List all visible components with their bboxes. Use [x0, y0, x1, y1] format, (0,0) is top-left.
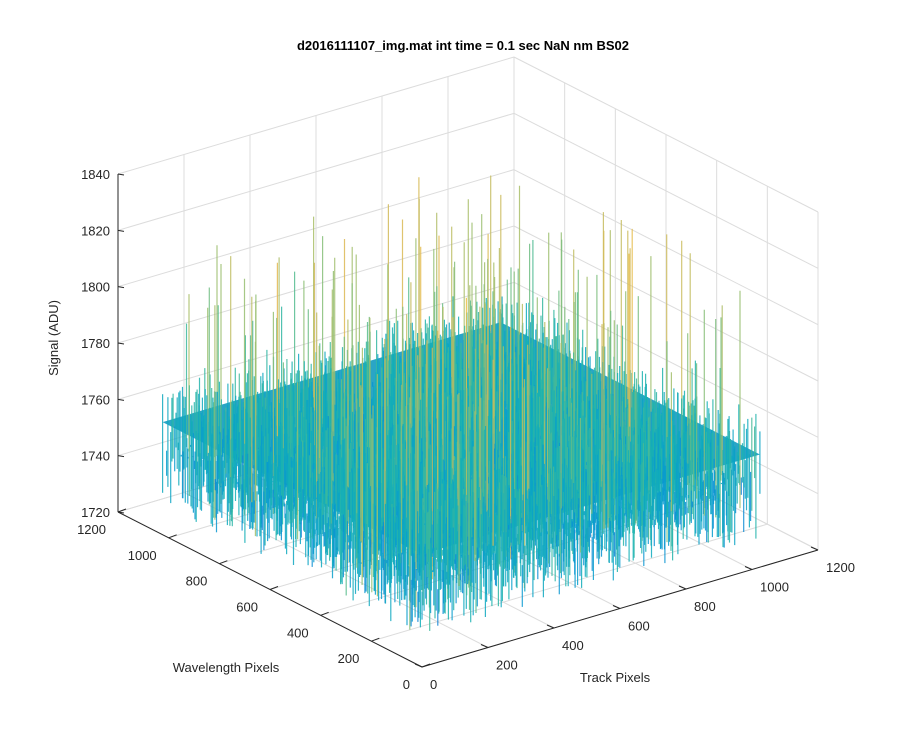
- y-tick-mark: [269, 586, 279, 590]
- z-axis-ticks: 1720 1740 1760 1780 1800 1820 1840: [81, 167, 125, 520]
- z-axis-label: Signal (ADU): [46, 300, 61, 376]
- x-tick-label: 1200: [826, 560, 855, 575]
- wall-grid-line: [513, 56, 819, 213]
- x-tick-label: 200: [496, 658, 518, 673]
- y-tick-mark: [219, 560, 228, 565]
- x-tick-mark: [480, 644, 489, 648]
- z-tick-mark: [117, 173, 125, 176]
- y-tick-mark: [421, 663, 431, 668]
- x-tick-mark: [810, 546, 819, 551]
- z-tick-label: 1740: [81, 449, 110, 464]
- x-tick-label: 1000: [760, 580, 789, 595]
- surface-data: [162, 175, 761, 631]
- y-tick-label: 0: [403, 677, 410, 692]
- z-tick-label: 1780: [81, 336, 110, 351]
- wall-grid-line: [117, 281, 515, 400]
- y-tick-label: 400: [287, 625, 309, 640]
- y-tick-label: 1200: [77, 522, 106, 537]
- x-tick-mark: [612, 605, 621, 609]
- y-tick-label: 800: [186, 574, 208, 589]
- y-tick-mark: [117, 508, 127, 513]
- y-tick-mark: [371, 637, 380, 642]
- x-tick-label: 0: [430, 677, 437, 692]
- z-tick-mark: [117, 511, 125, 514]
- x-axis-label: Track Pixels: [580, 670, 651, 685]
- wall-grid-line: [513, 112, 819, 269]
- z-tick-label: 1760: [81, 392, 110, 407]
- wall-grid-line: [117, 112, 515, 231]
- y-axis-label: Wavelength Pixels: [173, 660, 280, 675]
- z-tick-mark: [117, 455, 125, 458]
- z-tick-label: 1800: [81, 280, 110, 295]
- x-tick-mark: [744, 566, 753, 570]
- z-tick-mark: [117, 286, 125, 289]
- x-tick-label: 600: [628, 619, 650, 634]
- wall-grid-line: [117, 225, 515, 344]
- y-tick-label: 600: [236, 600, 258, 615]
- x-tick-mark: [414, 663, 423, 668]
- y-tick-mark: [168, 534, 177, 539]
- z-tick-label: 1720: [81, 505, 110, 520]
- z-tick-label: 1840: [81, 167, 110, 182]
- wall-grid-line: [513, 169, 819, 326]
- wall-grid-line: [513, 225, 819, 382]
- y-tick-mark: [320, 611, 329, 616]
- y-axis-ticks: 0 200 400 600 800 1000 1200: [77, 508, 431, 692]
- wall-grid-line: [117, 56, 515, 175]
- chart-title: d2016111107_img.mat int time = 0.1 sec N…: [297, 38, 629, 53]
- z-tick-mark: [117, 342, 125, 345]
- x-tick-mark: [546, 624, 555, 629]
- z-tick-label: 1820: [81, 223, 110, 238]
- wall-grid-line: [117, 169, 515, 288]
- z-tick-mark: [117, 398, 125, 401]
- x-tick-mark: [678, 585, 687, 590]
- x-tick-label: 800: [694, 599, 716, 614]
- x-axis-ticks: 0 200 400 600 800 1000 1200: [414, 546, 855, 692]
- y-tick-label: 200: [338, 651, 360, 666]
- z-tick-mark: [117, 229, 125, 232]
- y-tick-label: 1000: [128, 548, 157, 563]
- x-tick-label: 400: [562, 638, 584, 653]
